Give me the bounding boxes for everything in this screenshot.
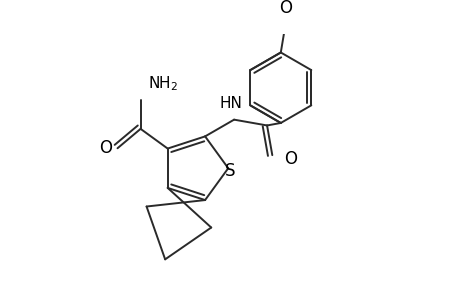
Text: O: O: [99, 139, 112, 157]
Text: O: O: [283, 150, 296, 168]
Text: HN: HN: [218, 96, 241, 111]
Text: NH$_2$: NH$_2$: [147, 75, 178, 93]
Text: O: O: [278, 0, 291, 17]
Text: S: S: [224, 162, 235, 180]
